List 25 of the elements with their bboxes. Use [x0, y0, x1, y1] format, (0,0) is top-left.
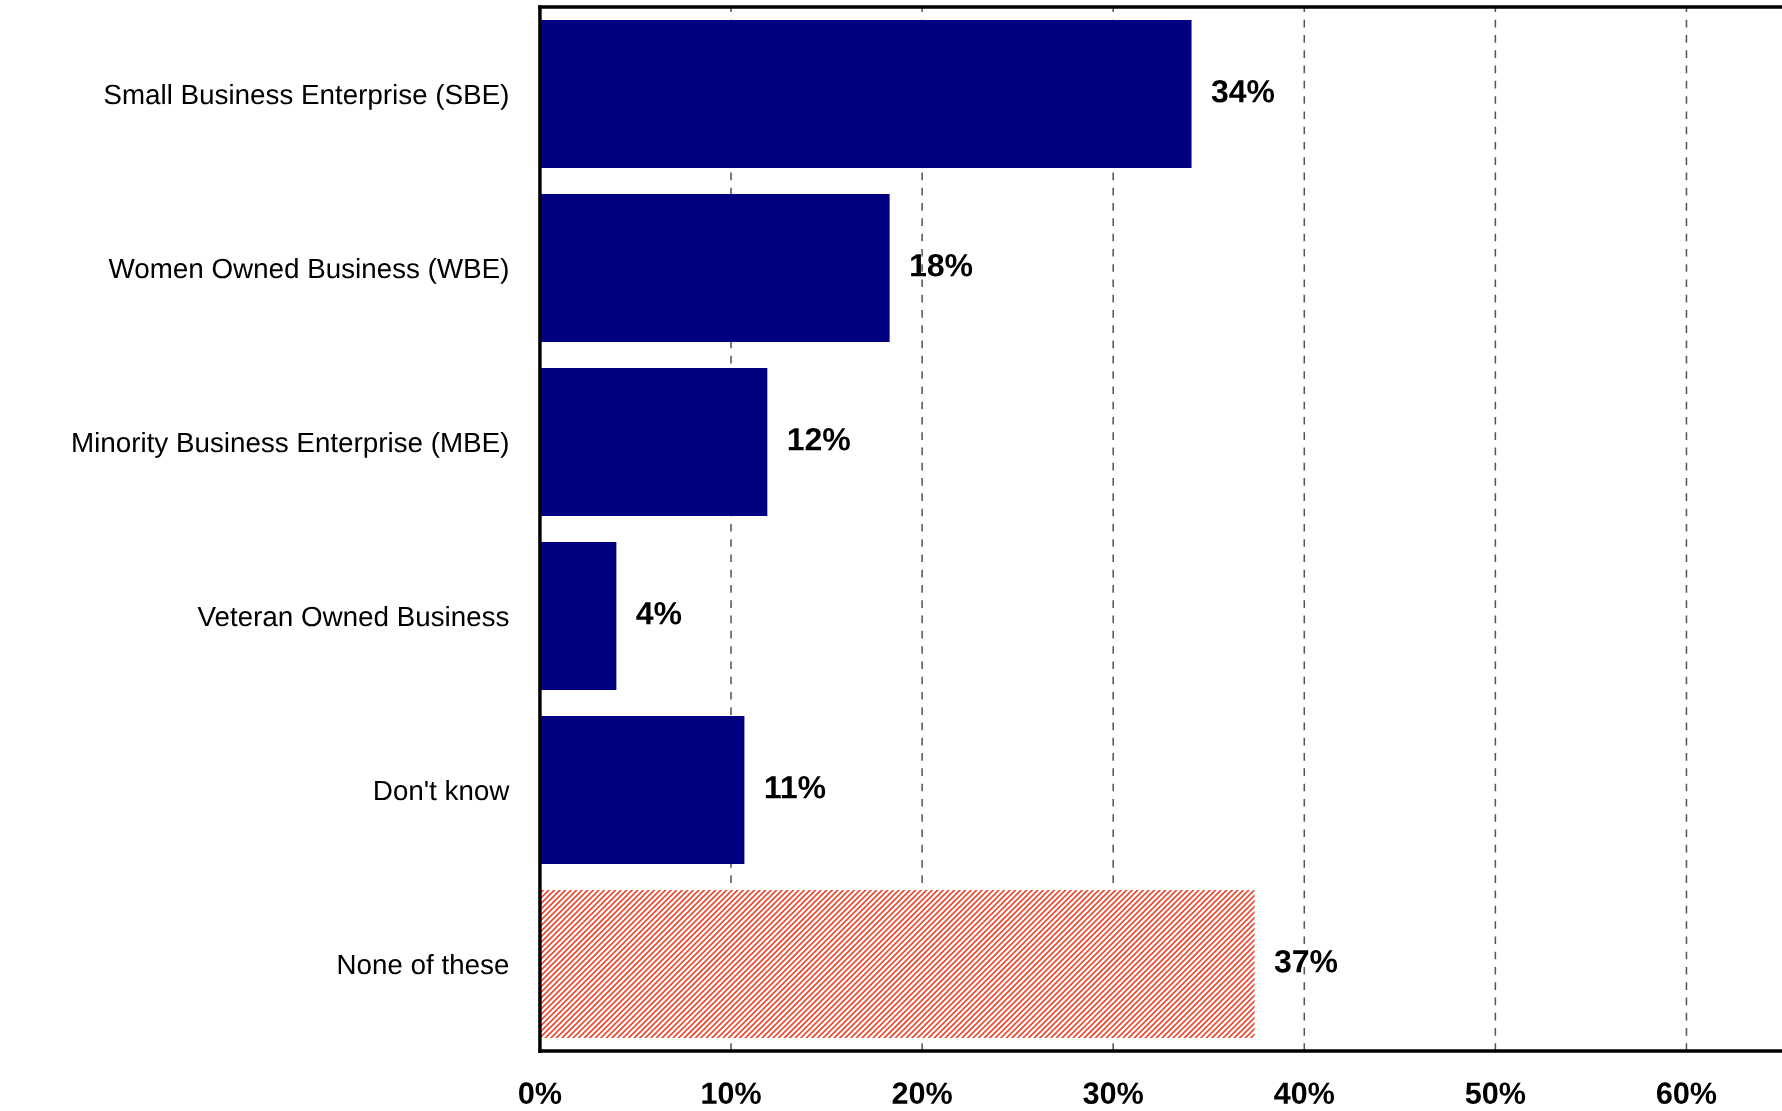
data-label: 37%: [1274, 949, 1338, 973]
y-tick-label: Small Business Enterprise (SBE): [104, 83, 508, 110]
bar: [539, 194, 890, 342]
data-label: 18%: [911, 253, 973, 277]
y-tick-label: Women Owned Business (WBE): [108, 257, 508, 284]
x-tick-label: 10%: [702, 1082, 761, 1105]
data-label: 4%: [636, 602, 682, 625]
y-tick-label: Veteran Owned Business: [197, 605, 509, 627]
y-tick-label: None of these: [338, 953, 509, 975]
data-label: 12%: [788, 427, 850, 451]
y-tick-label: Minority Business Enterprise (MBE): [73, 431, 508, 458]
data-label: 11%: [765, 776, 826, 799]
y-tick-label: Don't know: [375, 779, 510, 801]
data-label: 34%: [1211, 79, 1275, 103]
x-tick-label: 40%: [1274, 1082, 1335, 1105]
x-tick-label: 30%: [1083, 1082, 1143, 1105]
x-tick-label: 60%: [1657, 1082, 1717, 1105]
x-tick-label: 50%: [1465, 1082, 1526, 1105]
bar: [539, 542, 617, 690]
bar: [539, 716, 745, 864]
bar: [539, 368, 768, 516]
x-tick-label: 20%: [892, 1082, 952, 1105]
x-tick-label: 0%: [519, 1082, 562, 1105]
bar: [539, 890, 1255, 1038]
bar: [539, 20, 1192, 168]
